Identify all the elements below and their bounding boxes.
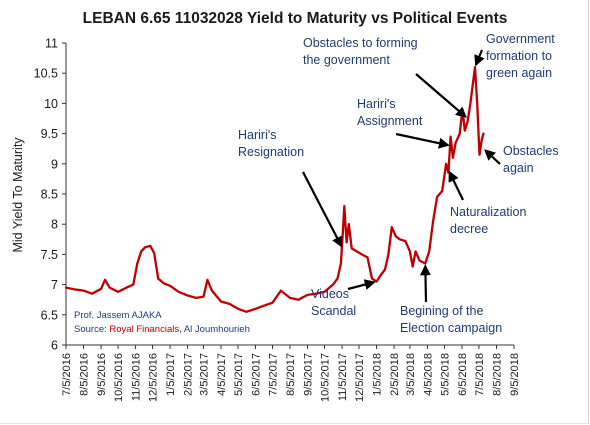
arrow-naturalization-decree	[448, 170, 464, 201]
arrow-hariri-assignment	[395, 132, 450, 149]
x-tick-label: 5/5/2018	[439, 353, 451, 396]
annotation-line: Naturalization	[450, 205, 526, 219]
annotation-line: formation to	[486, 49, 552, 63]
series-layer	[64, 66, 485, 313]
annotation-election-campaign: Begining of the Election campaign	[400, 304, 502, 335]
arrow-obstacles-again	[484, 149, 501, 165]
y-tick-label: 10	[44, 97, 58, 111]
x-tick-label: 4/5/2017	[216, 353, 228, 396]
arrow-hariri-resignation	[302, 171, 343, 248]
x-tick-label: 7/5/2018	[474, 353, 486, 396]
y-tick-label: 7.5	[41, 248, 58, 262]
y-tick-label: 11	[45, 37, 58, 51]
x-tick-label: 7/5/2016	[61, 353, 73, 396]
annotation-hariri-resignation: Hariri's Resignation	[238, 128, 304, 159]
x-tick-label: 7/5/2017	[267, 353, 279, 396]
chart-title: LEBAN 6.65 11032028 Yield to Maturity vs…	[83, 10, 508, 27]
y-tick-label: 8	[51, 218, 58, 232]
annotation-government-formation: Government formation to green again	[486, 32, 555, 80]
x-tick-label: 8/5/2018	[491, 353, 503, 396]
x-tick-label: 9/5/2018	[509, 353, 521, 396]
y-tick-label: 8.5	[41, 188, 58, 202]
annotation-line: Begining of the	[400, 304, 483, 318]
annotation-hariri-assignment: Hariri's Assignment	[357, 97, 423, 128]
arrow-election-campaign	[419, 264, 431, 303]
annotation-line: Resignation	[238, 145, 304, 159]
y-tick-label: 6	[51, 339, 58, 353]
x-tick-label: 5/5/2017	[233, 353, 245, 396]
annotation-line: again	[503, 161, 534, 175]
annotation-line: Hariri's	[238, 128, 277, 142]
y-axis-label: Mid Yield To Maturity	[11, 137, 25, 253]
annotation-line: Videos	[311, 287, 349, 301]
arrow-government-formation	[474, 49, 485, 67]
x-tick-label: 6/5/2018	[457, 353, 469, 396]
arrow-obstacles-forming	[415, 73, 467, 118]
x-tick-label: 6/5/2017	[250, 353, 262, 396]
credit-source: Source: Royal Financials, Al Joumhourieh	[74, 324, 250, 335]
annotation-line: Assignment	[357, 114, 423, 128]
x-tick-label: 4/5/2018	[422, 353, 434, 396]
annotation-line: decree	[450, 222, 488, 236]
x-tick-label: 9/5/2017	[303, 353, 315, 396]
annotation-line: Obstacles	[503, 144, 559, 158]
chart-credits: Prof. Jassem AJAKA Source: Royal Financi…	[74, 310, 250, 335]
y-tick-label: 6.5	[41, 308, 58, 322]
axes	[65, 43, 514, 346]
annotation-line: Hariri's	[357, 97, 396, 111]
x-tick-label: 3/5/2017	[198, 353, 210, 396]
annotation-naturalization-decree: Naturalization decree	[450, 205, 526, 236]
x-tick-label: 1/5/2018	[372, 353, 384, 396]
x-tick-label: 2/5/2017	[183, 353, 195, 396]
x-axis-ticks: 7/5/2016 8/5/2016 9/5/2016 10/5/2016 11/5/20…	[61, 345, 521, 402]
x-tick-label: 8/5/2016	[79, 353, 91, 396]
credit-source-royal: Royal Financials	[109, 324, 179, 335]
y-tick-label: 9.5	[41, 127, 58, 141]
x-tick-label: 10/5/2017	[320, 353, 332, 402]
x-tick-label: 2/5/2018	[389, 353, 401, 396]
y-tick-label: 7	[51, 278, 58, 292]
credit-source-rest: , Al Joumhourieh	[179, 324, 250, 335]
annotation-obstacles-forming: Obstacles to forming the government	[303, 36, 418, 67]
x-tick-label: 1/5/2017	[165, 353, 177, 396]
x-tick-label: 9/5/2016	[96, 353, 108, 396]
x-tick-label: 12/5/2016	[148, 353, 160, 402]
x-tick-label: 8/5/2017	[285, 353, 297, 396]
x-tick-label: 3/5/2018	[405, 353, 417, 396]
annotation-line: Scandal	[311, 304, 356, 318]
yield-series-line	[64, 66, 485, 313]
annotation-line: Election campaign	[400, 321, 502, 335]
annotation-line: green again	[486, 66, 552, 80]
x-tick-label: 11/5/2016	[131, 353, 143, 401]
annotation-videos-scandal: Videos Scandal	[311, 287, 356, 318]
credit-source-label: Source:	[74, 324, 107, 335]
annotation-arrows	[302, 49, 501, 303]
y-axis-ticks: 6 6.5 7 7.5 8 8.5 9 9.5 10 10.5 11	[34, 37, 66, 353]
x-tick-label: 12/5/2017	[354, 353, 366, 402]
annotation-line: Government	[486, 32, 555, 46]
annotation-line: the government	[303, 53, 390, 67]
x-tick-label: 11/5/2017	[337, 353, 349, 401]
annotation-line: Obstacles to forming	[303, 36, 418, 50]
x-tick-label: 10/5/2016	[113, 353, 125, 402]
arrow-videos-scandal	[347, 279, 376, 291]
y-tick-label: 9	[51, 157, 58, 171]
y-tick-label: 10.5	[34, 67, 58, 81]
annotation-obstacles-again: Obstacles again	[503, 144, 559, 175]
annotation-labels: Hariri's Resignation Videos Scandal Begining…	[238, 32, 559, 335]
credit-author: Prof. Jassem AJAKA	[74, 310, 162, 321]
